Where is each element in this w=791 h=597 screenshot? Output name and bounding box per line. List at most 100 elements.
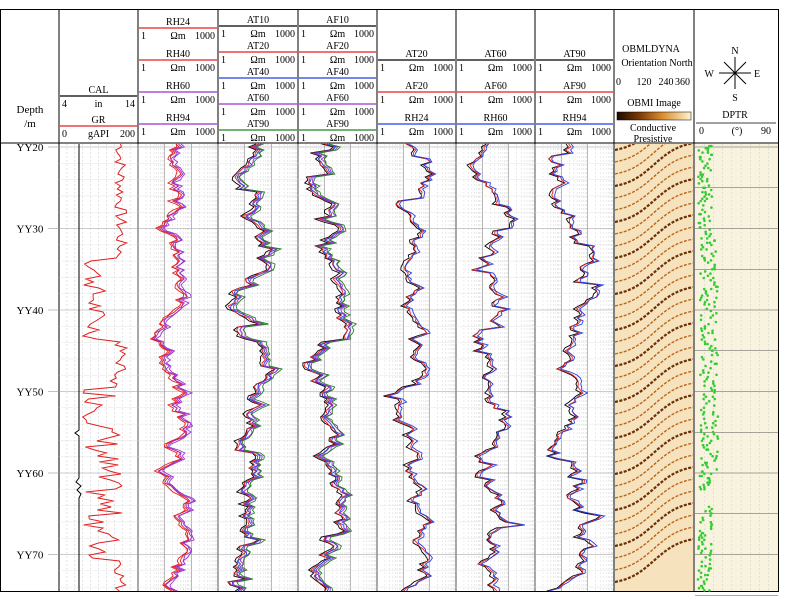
dip-point	[703, 340, 707, 344]
curve-max-label: 1000	[433, 95, 453, 106]
cal-curve	[74, 144, 82, 591]
dip-point	[700, 254, 704, 258]
dip-point	[706, 177, 709, 181]
curve-unit-label: Ωm	[330, 107, 345, 118]
dip-point	[714, 419, 717, 423]
dip-point	[701, 190, 704, 194]
dip-point	[698, 212, 701, 216]
curve-max-label: 1000	[512, 127, 532, 138]
curve-legend-group: AT10 1 Ωm 1000 AT20 1 Ωm 1000 AT40 1 Ωm 1000 AT60 1 Ωm…	[219, 15, 297, 144]
dip-point	[706, 448, 710, 451]
dip-point	[716, 437, 720, 440]
curve-max-label: 200	[120, 129, 135, 140]
dip-point	[704, 193, 708, 196]
resistivity-curve	[149, 143, 190, 592]
dip-point	[700, 564, 703, 568]
dip-point	[713, 239, 716, 242]
dip-scale-max: 90	[761, 126, 771, 137]
dip-point	[711, 329, 714, 333]
dip-point	[703, 421, 707, 425]
curve-unit-label: Ωm	[567, 95, 582, 106]
dip-point	[700, 536, 704, 539]
dip-point	[699, 575, 703, 579]
dip-point	[700, 338, 704, 341]
dip-point	[703, 270, 707, 273]
dip-point	[709, 278, 712, 282]
curve-max-label: 1000	[195, 31, 215, 42]
dip-point	[703, 384, 706, 388]
curve-name-label: RH94	[563, 113, 587, 124]
dip-point	[716, 415, 720, 418]
dip-point	[709, 549, 713, 553]
curve-min-label: 1	[141, 127, 146, 138]
dip-point	[699, 520, 702, 524]
image-sinusoid	[615, 346, 693, 391]
curve-max-label: 1000	[354, 133, 374, 144]
track-grid	[297, 144, 377, 591]
resistivity-curve	[310, 143, 358, 592]
dip-point	[699, 318, 703, 322]
dip-point	[710, 507, 713, 511]
image-sinusoid	[615, 514, 693, 559]
dip-point	[713, 281, 716, 284]
curve-max-label: 1000	[275, 107, 295, 118]
dip-point	[714, 285, 718, 289]
curve-name-label: AT60	[484, 49, 506, 60]
dip-point	[701, 160, 704, 163]
curve-min-label: 1	[141, 63, 146, 74]
dip-point	[715, 311, 718, 315]
dip-point	[711, 395, 715, 399]
curve-name-label: RH60	[166, 81, 190, 92]
dip-point	[708, 589, 711, 592]
dip-point	[709, 366, 712, 370]
dip-point	[704, 509, 707, 513]
dip-point	[709, 514, 712, 517]
dip-point	[707, 371, 710, 374]
dip-point	[698, 155, 702, 159]
dip-point	[713, 300, 716, 304]
dip-point	[708, 234, 711, 238]
dip-point	[700, 549, 704, 553]
image-sinusoid	[615, 430, 693, 476]
dip-point	[698, 474, 702, 478]
curve-name-label: AT20	[247, 41, 269, 52]
dip-point	[704, 190, 707, 194]
dip-point	[705, 298, 709, 302]
curve-min-label: 1	[221, 55, 226, 66]
curve-max-label: 1000	[275, 133, 295, 144]
dip-point	[704, 146, 708, 150]
dip-point	[708, 241, 712, 245]
dip-point	[701, 173, 705, 176]
curve-min-label: 1	[221, 81, 226, 92]
dip-point	[709, 386, 713, 390]
dip-point	[701, 333, 705, 337]
dip-point	[711, 413, 715, 416]
dip-point	[706, 435, 709, 438]
dip-point	[716, 353, 719, 357]
dip-point	[704, 364, 707, 368]
curve-max-label: 1000	[591, 63, 611, 74]
image-sinusoid	[615, 394, 693, 440]
dip-point	[711, 267, 714, 271]
dip-point	[701, 413, 705, 416]
resistivity-curve	[385, 143, 435, 592]
dip-point	[701, 179, 704, 183]
image-legend-title: OBMI Image	[627, 98, 681, 109]
curve-unit-label: Ωm	[330, 29, 345, 40]
dip-point	[705, 237, 709, 240]
resistivity-curve	[547, 143, 603, 592]
dip-point	[703, 538, 706, 542]
dip-point	[704, 547, 707, 550]
dip-point	[711, 331, 714, 335]
image-high-label: Presistive	[634, 134, 673, 145]
depth-tick-label: YY20	[17, 142, 44, 154]
curve-unit-label: Ωm	[567, 127, 582, 138]
dip-point	[704, 556, 708, 559]
dip-point	[696, 578, 700, 581]
dip-point	[709, 452, 712, 456]
dip-point	[711, 454, 714, 458]
dip-point	[705, 307, 709, 311]
dip-point	[703, 487, 706, 491]
image-track-title: OBMLDYNA	[622, 44, 681, 55]
curve-min-label: 1	[380, 95, 385, 106]
